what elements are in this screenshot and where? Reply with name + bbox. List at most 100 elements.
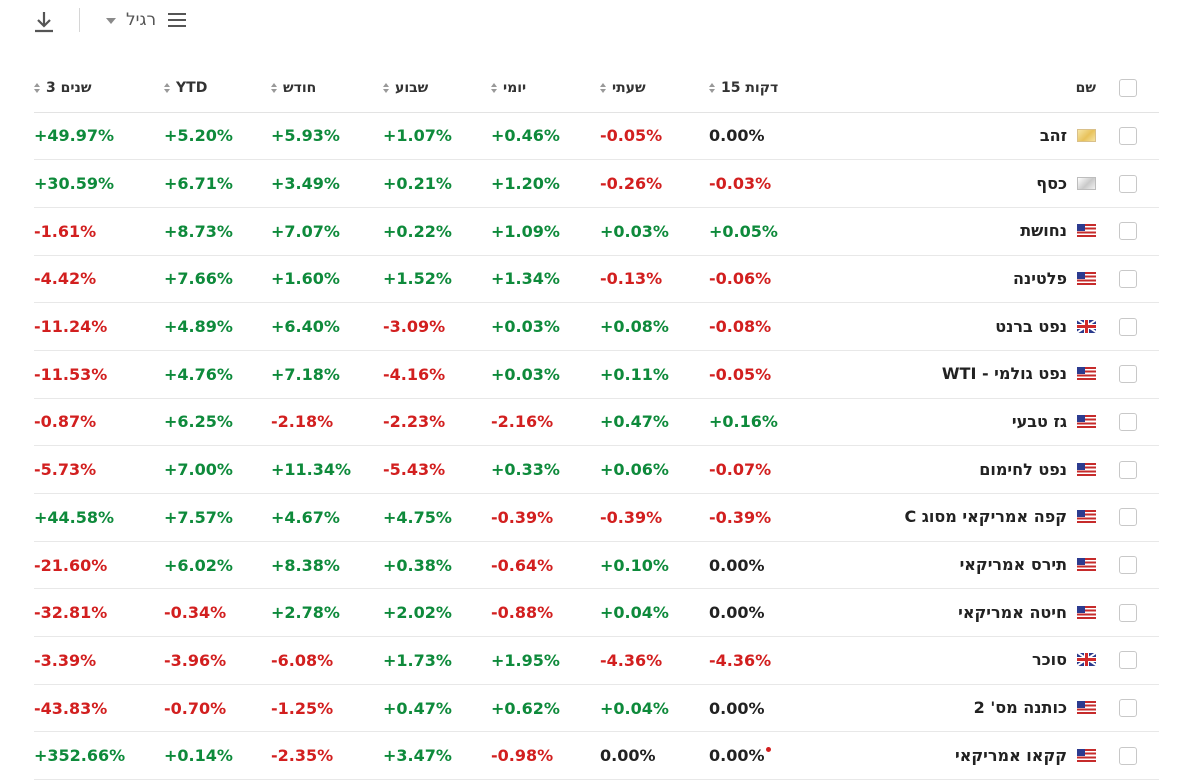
row-checkbox[interactable]	[1118, 174, 1137, 193]
sort-icon	[383, 82, 389, 93]
cell-month: +5.93%	[271, 126, 340, 146]
cell-name: נחושת	[810, 207, 1096, 255]
col-header-ytd[interactable]: YTD	[164, 64, 271, 112]
instrument-link[interactable]: כותנה מס' 2	[974, 698, 1096, 717]
cell-week: -2.23%	[383, 412, 446, 432]
view-selector[interactable]: רגיל	[106, 6, 188, 34]
table-row[interactable]: -21.60% +6.02% +8.38% +0.38% -0.64% +0.10% 0.0…	[34, 541, 1159, 589]
row-checkbox[interactable]	[1118, 126, 1137, 145]
row-checkbox[interactable]	[1118, 556, 1137, 575]
cell-name: כסף	[810, 160, 1096, 208]
cell-select	[1096, 446, 1159, 494]
table-row[interactable]: -1.61% +8.73% +7.07% +0.22% +1.09% +0.03% +0.0…	[34, 207, 1159, 256]
row-checkbox[interactable]	[1118, 269, 1137, 288]
row-checkbox[interactable]	[1118, 412, 1137, 431]
col-header-hourly[interactable]: שעתי	[600, 64, 709, 112]
cell-3-years: -21.60%	[34, 555, 108, 575]
instrument-link[interactable]: זהב	[1040, 126, 1096, 145]
row-checkbox[interactable]	[1118, 603, 1137, 622]
row-checkbox[interactable]	[1118, 746, 1137, 765]
cell-name: קקאו אמריקאי	[810, 732, 1096, 780]
col-header-3-years[interactable]: 3 שנים	[34, 64, 164, 112]
col-header-daily[interactable]: יומי	[491, 64, 600, 112]
row-checkbox[interactable]	[1118, 699, 1137, 718]
instrument-name: סוכר	[1031, 650, 1067, 670]
col-header-label: YTD	[176, 79, 208, 96]
row-checkbox[interactable]	[1118, 460, 1137, 479]
cell-3-years: +30.59%	[34, 174, 115, 194]
cell-month: +7.07%	[271, 221, 340, 241]
table-row[interactable]: -43.83% -0.70% -1.25% +0.47% +0.62% +0.04% 0.0…	[34, 684, 1159, 732]
cell-daily: +1.09%	[491, 221, 560, 241]
select-all-checkbox[interactable]	[1118, 78, 1137, 97]
instrument-name: נפט גולמי - WTI	[941, 364, 1067, 384]
table-row[interactable]: -11.24% +4.89% +6.40% -3.09% +0.03% +0.08% -0.…	[34, 303, 1159, 351]
cell-ytd: +0.14%	[164, 746, 233, 766]
table-row[interactable]: -32.81% -0.34% +2.78% +2.02% -0.88% +0.04% 0.0…	[34, 589, 1159, 637]
col-header-label: שם	[1075, 79, 1096, 96]
col-header-name[interactable]: שם	[810, 64, 1096, 112]
us-flag-icon	[1077, 414, 1096, 428]
sort-icon	[709, 82, 715, 93]
us-flag-icon	[1077, 367, 1096, 381]
row-checkbox[interactable]	[1118, 222, 1137, 241]
col-header-15-minutes[interactable]: 15 דקות	[709, 64, 810, 112]
cell-select	[1096, 589, 1159, 637]
table-row[interactable]: -5.73% +7.00% +11.34% -5.43% +0.33% +0.06% -0.…	[34, 446, 1159, 494]
instrument-link[interactable]: חיטה אמריקאי	[958, 603, 1096, 622]
instrument-link[interactable]: נפט לחימום	[979, 460, 1096, 479]
cell-15-minutes: -4.36%	[709, 650, 772, 670]
row-checkbox[interactable]	[1118, 508, 1137, 527]
table-row[interactable]: -11.53% +4.76% +7.18% -4.16% +0.03% +0.11% -0.…	[34, 350, 1159, 399]
cell-ytd: +8.73%	[164, 221, 233, 241]
cell-3-years: +49.97%	[34, 126, 115, 146]
table-row[interactable]: +30.59% +6.71% +3.49% +0.21% +1.20% -0.26% -0.…	[34, 160, 1159, 208]
cell-3-years: +352.66%	[34, 746, 126, 766]
instrument-link[interactable]: גז טבעי	[1012, 412, 1096, 431]
row-checkbox[interactable]	[1118, 651, 1137, 670]
table-row[interactable]: +352.66% +0.14% -2.35% +3.47% -0.98% 0.00% 0.0…	[34, 732, 1159, 780]
cell-3-years: -4.42%	[34, 269, 97, 289]
change-value: 0.00%	[709, 746, 765, 766]
cell-select	[1096, 255, 1159, 303]
row-checkbox[interactable]	[1118, 365, 1137, 384]
col-header-month[interactable]: חודש	[271, 64, 383, 112]
chevron-down-icon	[106, 18, 116, 24]
instrument-link[interactable]: קפה אמריקאי מסוג C	[904, 507, 1096, 526]
cell-daily: -0.64%	[491, 555, 554, 575]
cell-ytd: +7.57%	[164, 507, 233, 527]
cell-name: פלטינה	[810, 255, 1096, 303]
table-row[interactable]: -3.39% -3.96% -6.08% +1.73% +1.95% -4.36% -4.3…	[34, 637, 1159, 685]
table-row[interactable]: +49.97% +5.20% +5.93% +1.07% +0.46% -0.05% 0.0…	[34, 112, 1159, 160]
cell-month: +11.34%	[271, 460, 352, 480]
cell-daily: +0.33%	[491, 460, 560, 480]
instrument-link[interactable]: כסף	[1036, 174, 1096, 193]
cell-month: +1.60%	[271, 269, 340, 289]
instrument-link[interactable]: נחושת	[1020, 221, 1096, 240]
instrument-link[interactable]: סוכר	[1032, 650, 1096, 669]
cell-select	[1096, 732, 1159, 780]
cell-week: +4.75%	[383, 507, 452, 527]
us-flag-icon	[1077, 558, 1096, 572]
instrument-link[interactable]: נפט ברנט	[995, 317, 1096, 336]
cell-hourly: +0.47%	[600, 412, 669, 432]
cell-select	[1096, 160, 1159, 208]
cell-week: +1.52%	[383, 269, 452, 289]
download-icon[interactable]	[30, 8, 58, 36]
table-row[interactable]: -4.42% +7.66% +1.60% +1.52% +1.34% -0.13% -0.0…	[34, 255, 1159, 303]
instrument-link[interactable]: קקאו אמריקאי	[955, 746, 1096, 765]
instrument-link[interactable]: נפט גולמי - WTI	[942, 364, 1096, 383]
row-checkbox[interactable]	[1118, 317, 1137, 336]
instrument-link[interactable]: תירס אמריקאי	[960, 555, 1096, 574]
cell-select	[1096, 494, 1159, 542]
table-row[interactable]: -0.87% +6.25% -2.18% -2.23% -2.16% +0.47% +0.1…	[34, 398, 1159, 446]
cell-month: -2.35%	[271, 746, 334, 766]
instrument-name: פלטינה	[1012, 268, 1067, 288]
col-header-week[interactable]: שבוע	[383, 64, 491, 112]
cell-month: -1.25%	[271, 698, 334, 718]
instrument-name: נפט ברנט	[995, 316, 1067, 336]
cell-15-minutes: -0.39%	[709, 507, 772, 527]
table-row[interactable]: +44.58% +7.57% +4.67% +4.75% -0.39% -0.39% -0.…	[34, 494, 1159, 542]
cell-3-years: -11.24%	[34, 317, 108, 337]
instrument-link[interactable]: פלטינה	[1013, 269, 1096, 288]
